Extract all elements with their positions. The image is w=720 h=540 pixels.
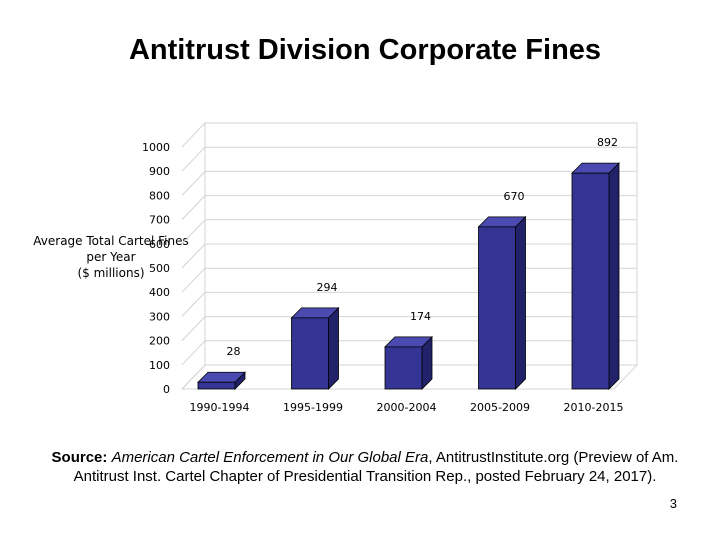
bar-side-4	[608, 162, 620, 390]
x-tick-label-2: 2000-2004	[377, 401, 437, 414]
x-tick-label-4: 2010-2015	[564, 401, 624, 414]
x-tick-label-3: 2005-2009	[470, 401, 530, 414]
data-label-2: 174	[410, 310, 431, 323]
y-tick-label-5: 500	[149, 262, 170, 275]
source-label: Source:	[51, 449, 108, 466]
x-tick-label-0: 1990-1994	[190, 401, 250, 414]
x-tick-label-1: 1995-1999	[283, 401, 343, 414]
y-tick-label-9: 900	[149, 165, 170, 178]
gridline-side-6	[181, 219, 206, 245]
chart-floor	[180, 364, 639, 390]
y-tick-label-8: 800	[149, 189, 170, 202]
y-tick-label-4: 400	[149, 286, 170, 299]
bar-side-1	[328, 306, 339, 390]
bar-side-3	[515, 215, 526, 390]
bar-1	[291, 317, 329, 390]
gridline-side-3	[181, 292, 206, 317]
data-label-4: 892	[597, 136, 618, 149]
y-tick-label-7: 700	[149, 214, 170, 227]
gridline-side-4	[181, 267, 206, 293]
data-label-3: 670	[504, 190, 525, 203]
bar-2	[384, 346, 423, 390]
source-line-1: Source: American Cartel Enforcement in O…	[20, 448, 710, 467]
source-book-title: American Cartel Enforcement in Our Globa…	[111, 449, 429, 466]
y-tick-label-6: 600	[149, 238, 170, 251]
y-axis-label-line-1: Average Total Cartel Fines	[33, 234, 189, 248]
source-rest: , AntitrustInstitute.org (Preview of Am.	[428, 449, 679, 466]
y-axis-label-line-2: per Year	[86, 250, 136, 264]
gridline-side-1	[181, 340, 206, 366]
bar-0	[197, 381, 236, 390]
gridline-side-8	[181, 171, 206, 196]
bar-4	[571, 172, 610, 390]
y-tick-label-2: 200	[149, 335, 170, 348]
y-tick-label-1: 100	[149, 359, 170, 372]
data-label-1: 294	[317, 281, 338, 294]
bar-3	[478, 226, 516, 390]
y-tick-label-0: 0	[163, 383, 170, 396]
gridline-side-7	[181, 195, 206, 220]
y-axis-label-line-3: ($ millions)	[77, 266, 145, 280]
y-axis-label: Average Total Cartel Fines per Year ($ m…	[18, 233, 204, 281]
page-number: 3	[669, 496, 677, 511]
chart-title: Antitrust Division Corporate Fines	[128, 34, 602, 66]
source-citation: Source: American Cartel Enforcement in O…	[20, 448, 710, 486]
source-line-2: Antitrust Inst. Cartel Chapter of Presid…	[73, 468, 657, 485]
gridline-side-10	[181, 122, 206, 148]
data-label-0: 28	[227, 345, 241, 358]
gridline-side-9	[181, 146, 206, 172]
y-tick-label-3: 300	[149, 310, 170, 323]
y-tick-label-10: 1000	[142, 141, 170, 154]
gridline-side-5	[181, 243, 206, 269]
gridline-side-2	[181, 316, 206, 341]
